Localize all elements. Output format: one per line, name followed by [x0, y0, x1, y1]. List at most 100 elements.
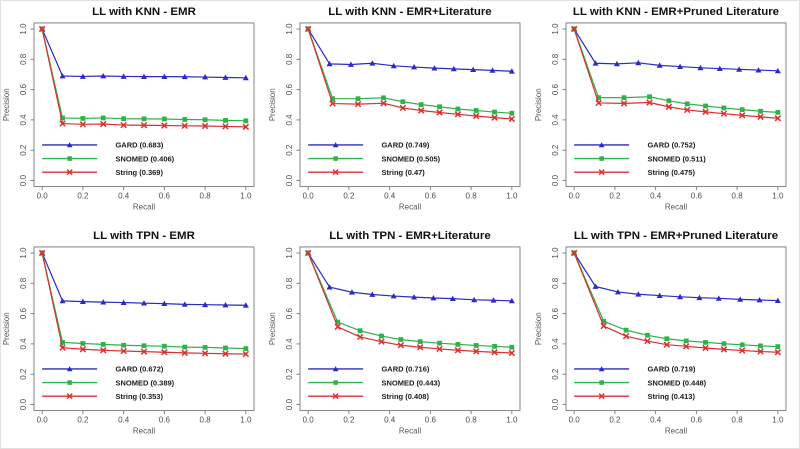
- triangle-marker: [332, 142, 339, 148]
- series-line: [307, 252, 512, 301]
- triangle-marker: [59, 297, 66, 303]
- x-marker: [454, 346, 462, 354]
- x-marker: [738, 346, 746, 354]
- y-tick-label: 0.2: [19, 144, 28, 156]
- y-axis: 0.0 0.2 0.4 0.6 0.8 1.0 Precision: [268, 23, 300, 186]
- triangle-marker: [490, 296, 497, 303]
- triangle-marker: [161, 73, 168, 79]
- subplot-cell-2: LL with KNN - EMR+Literature 0.0 0.2 0.4 0.6…: [267, 1, 533, 225]
- triangle-marker: [736, 66, 743, 72]
- x-tick-label: 0.4: [118, 192, 130, 201]
- square-marker: [398, 336, 404, 342]
- legend-label: SNOMED (0.406): [115, 154, 174, 163]
- triangle-marker: [656, 62, 663, 68]
- y-tick-label: 0.0: [285, 174, 294, 186]
- x-tick-label: 0.2: [77, 192, 89, 201]
- triangle-marker: [489, 67, 496, 73]
- square-marker: [400, 99, 406, 105]
- y-axis-title: Precision: [268, 312, 277, 345]
- series-gard: [305, 26, 515, 74]
- x-marker: [329, 100, 336, 107]
- triangle-marker: [677, 63, 684, 69]
- triangle-marker: [66, 142, 73, 148]
- square-marker: [381, 95, 386, 101]
- triangle-marker: [592, 60, 599, 66]
- y-axis-title: Precision: [534, 88, 543, 121]
- series-snomed: [571, 26, 781, 115]
- series-snomed: [39, 250, 249, 351]
- square-marker: [67, 379, 72, 385]
- x-axis: 0.0 0.2 0.4 0.6 0.8 1.0 Recall: [569, 410, 784, 435]
- y-tick-label: 0.8: [551, 277, 560, 289]
- x-marker: [38, 25, 46, 33]
- triangle-marker: [120, 299, 127, 305]
- x-tick-label: 0.6: [159, 192, 171, 201]
- square-marker: [202, 344, 208, 350]
- triangle-marker: [756, 296, 763, 302]
- square-marker: [100, 341, 106, 347]
- x-marker: [595, 99, 602, 107]
- x-marker: [140, 121, 148, 129]
- square-marker: [664, 335, 670, 341]
- square-marker: [182, 117, 188, 122]
- legend-label: SNOMED (0.505): [381, 154, 440, 163]
- square-marker: [739, 341, 745, 347]
- square-marker: [60, 115, 65, 121]
- triangle-marker: [369, 60, 376, 66]
- square-marker: [437, 340, 442, 346]
- triangle-marker: [431, 65, 438, 71]
- x-axis: 0.0 0.2 0.4 0.6 0.8 1.0 Recall: [303, 186, 518, 212]
- series-line: [307, 28, 512, 120]
- series-line: [573, 28, 778, 113]
- triangle-marker: [347, 61, 354, 67]
- square-marker: [599, 379, 604, 385]
- x-marker: [304, 25, 312, 33]
- y-tick-label: 1.0: [285, 23, 294, 35]
- x-marker: [100, 346, 107, 354]
- square-marker: [647, 94, 652, 100]
- y-tick-label: 0.6: [551, 307, 560, 319]
- triangle-marker: [614, 288, 621, 294]
- x-marker: [416, 343, 424, 350]
- subplot-title: LL with KNN - EMR: [92, 6, 196, 18]
- plot-box: [33, 22, 255, 188]
- y-tick-label: 0.4: [551, 337, 560, 349]
- y-axis: 0.0 0.2 0.4 0.6 0.8 1.0 Precision: [268, 246, 300, 410]
- series-line: [307, 28, 512, 114]
- x-marker: [683, 106, 691, 114]
- x-tick-label: 0.6: [691, 415, 703, 424]
- square-marker: [60, 339, 65, 345]
- square-marker: [623, 327, 629, 333]
- x-tick-label: 0.8: [732, 415, 744, 424]
- x-tick-label: 0.2: [343, 415, 355, 424]
- x-marker: [472, 112, 480, 120]
- series-string: [570, 249, 782, 355]
- x-marker: [720, 345, 728, 353]
- triangle-marker: [120, 73, 127, 79]
- y-tick-label: 0.0: [551, 398, 560, 410]
- x-tick-label: 0.0: [569, 415, 581, 424]
- square-marker: [645, 332, 650, 338]
- triangle-marker: [100, 72, 107, 79]
- y-axis: 0.0 0.2 0.4 0.6 0.8 1.0 Precision: [2, 246, 34, 410]
- legend-label: SNOMED (0.389): [115, 378, 174, 387]
- y-axis-title: Precision: [2, 312, 11, 345]
- x-tick-label: 0.4: [384, 415, 396, 424]
- y-axis: 0.0 0.2 0.4 0.6 0.8 1.0 Precision: [534, 23, 566, 186]
- x-tick-label: 0.8: [732, 192, 744, 201]
- square-marker: [330, 96, 335, 102]
- y-tick-label: 0.4: [19, 337, 28, 349]
- x-axis-title: Recall: [665, 426, 687, 435]
- y-tick-label: 0.4: [285, 114, 294, 126]
- x-marker: [570, 249, 578, 256]
- x-marker: [380, 100, 387, 107]
- subplot-cell-4: LL with TPN - EMR 0.0 0.2 0.4 0.6 0.8 1.0 Recal…: [1, 225, 267, 449]
- triangle-marker: [656, 292, 663, 298]
- triangle-marker: [774, 297, 781, 303]
- square-marker: [418, 102, 424, 108]
- x-marker: [120, 347, 127, 354]
- square-marker: [721, 105, 727, 111]
- plot-box: [299, 22, 521, 188]
- x-marker: [397, 341, 405, 349]
